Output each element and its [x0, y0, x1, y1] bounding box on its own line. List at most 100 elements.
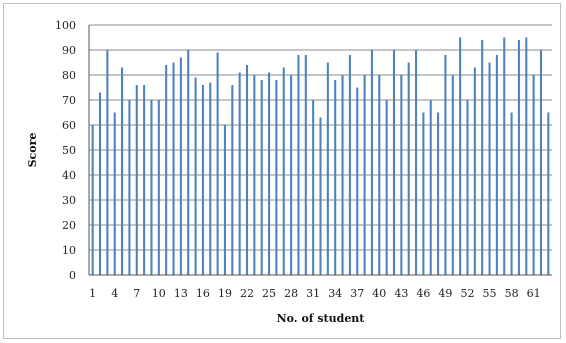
bar — [422, 112, 425, 275]
bar — [495, 55, 498, 275]
y-tick-labels: 0 10 20 30 40 50 60 70 80 90 100 — [55, 19, 76, 282]
x-tick-label: 28 — [284, 287, 298, 300]
x-tick-label: 19 — [218, 287, 232, 300]
bar — [165, 65, 168, 275]
bar — [179, 57, 182, 275]
bar — [290, 75, 293, 275]
bar — [348, 55, 351, 275]
bar — [143, 85, 146, 275]
bar — [106, 50, 109, 275]
bar — [510, 112, 513, 275]
bar — [385, 100, 388, 275]
x-tick-label: 40 — [372, 287, 386, 300]
y-tick-label: 20 — [62, 219, 76, 232]
bar — [473, 67, 476, 275]
bar — [113, 112, 116, 275]
bar — [539, 50, 543, 275]
bar — [253, 75, 256, 275]
x-tick-label: 31 — [306, 287, 320, 300]
bar — [304, 55, 307, 275]
bar — [444, 55, 447, 275]
y-tick-label: 90 — [62, 44, 76, 57]
bar — [150, 100, 153, 275]
bar — [363, 75, 366, 275]
bar — [187, 50, 190, 275]
x-tick-label: 58 — [505, 287, 519, 300]
bar — [503, 37, 506, 275]
bar — [392, 50, 396, 275]
x-tick-label: 1 — [89, 287, 96, 300]
bar — [231, 85, 234, 275]
x-tick-label: 43 — [394, 287, 408, 300]
bar — [488, 62, 491, 275]
x-tick-label: 10 — [152, 287, 166, 300]
bar — [319, 117, 322, 275]
y-tick-label: 40 — [62, 169, 76, 182]
axes — [88, 25, 552, 276]
x-tick-label: 25 — [262, 287, 276, 300]
x-tick-label: 46 — [416, 287, 430, 300]
bar — [282, 67, 285, 275]
x-tick-label: 49 — [438, 287, 452, 300]
bar — [98, 92, 102, 275]
y-tick-label: 0 — [69, 269, 76, 282]
x-tick-label: 52 — [460, 287, 474, 300]
bar — [275, 80, 278, 275]
bar — [370, 50, 373, 275]
bar — [128, 100, 131, 275]
bar — [437, 112, 440, 275]
x-tick-label: 22 — [240, 287, 254, 300]
bar — [466, 100, 469, 275]
y-tick-label: 30 — [62, 194, 76, 207]
bar — [459, 37, 462, 275]
bar — [223, 125, 226, 275]
bar — [451, 75, 454, 275]
bars — [91, 37, 550, 275]
bar — [326, 62, 329, 275]
bar — [238, 72, 241, 275]
bar — [194, 77, 197, 275]
x-tick-label: 37 — [350, 287, 364, 300]
bar — [341, 75, 344, 275]
y-tick-label: 100 — [55, 19, 76, 32]
bar — [201, 85, 204, 275]
bar — [245, 65, 249, 275]
y-tick-label: 50 — [62, 144, 76, 157]
x-tick-label: 55 — [483, 287, 497, 300]
x-tick-label: 13 — [174, 287, 188, 300]
y-tick-label: 80 — [62, 69, 76, 82]
bar — [91, 125, 94, 275]
y-tick-label: 10 — [62, 244, 76, 257]
bar — [268, 72, 271, 275]
bar — [378, 75, 381, 275]
bar — [407, 62, 410, 275]
chart-frame: 0 10 20 30 40 50 60 70 80 90 100 1 4 7 10 13 16 19 22 25 28… — [3, 3, 561, 339]
bar — [216, 52, 219, 275]
x-tick-label: 61 — [527, 287, 541, 300]
bar — [481, 40, 484, 275]
bar — [297, 55, 300, 275]
bar — [415, 50, 418, 275]
bar — [135, 85, 138, 275]
bar — [312, 100, 315, 275]
x-tick-label: 7 — [133, 287, 140, 300]
bar — [334, 80, 337, 275]
bar-chart: 0 10 20 30 40 50 60 70 80 90 100 1 4 7 10 13 16 19 22 25 28… — [26, 19, 552, 325]
bar — [260, 80, 263, 275]
bar — [429, 100, 432, 275]
bar — [525, 37, 528, 275]
x-tick-label: 16 — [196, 287, 210, 300]
bar — [356, 87, 359, 275]
x-tick-label: 4 — [111, 287, 118, 300]
x-tick-label: 34 — [328, 287, 342, 300]
bar — [532, 75, 535, 275]
bar — [121, 67, 124, 275]
bar — [209, 82, 212, 275]
bar — [172, 62, 175, 275]
bar — [547, 112, 550, 275]
x-tick-labels: 1 4 7 10 13 16 19 22 25 28 31 34 37 40 43 46 49 52 55 58 61 — [89, 287, 540, 300]
bar — [400, 75, 403, 275]
x-axis-title: No. of student — [277, 312, 366, 325]
bar — [517, 40, 520, 275]
y-axis-title: Score — [26, 133, 39, 168]
